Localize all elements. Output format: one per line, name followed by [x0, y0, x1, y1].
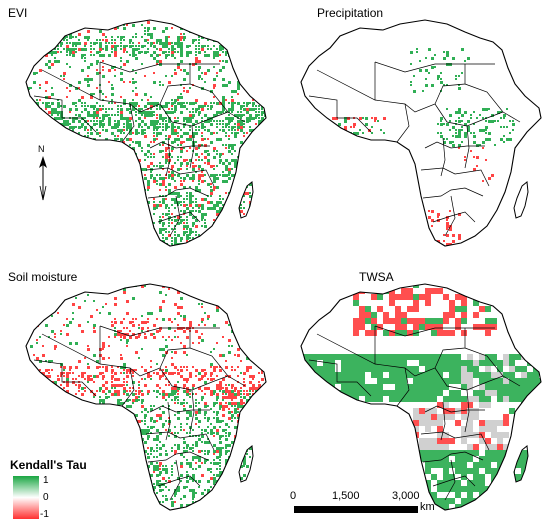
- country-border: [464, 347, 521, 387]
- country-border: [99, 61, 220, 73]
- africa-map-precipitation: [300, 19, 542, 247]
- country-border: [121, 367, 135, 407]
- country-border: [432, 211, 476, 223]
- country-border: [374, 325, 495, 337]
- north-arrow-label: N: [38, 144, 45, 154]
- madagascar-outline: [238, 445, 254, 483]
- legend-mid-label: 0: [43, 492, 49, 503]
- scale-unit: km: [420, 501, 435, 513]
- legend-color-ramp: [13, 476, 39, 519]
- trend-pixels-twsa: [301, 284, 541, 510]
- country-border: [157, 211, 201, 223]
- scale-label-0: 0: [290, 490, 297, 502]
- map-panel-soil-moisture: Soil moisture: [0, 264, 275, 528]
- country-border: [396, 103, 410, 143]
- africa-map-evi: [25, 19, 267, 247]
- country-border: [396, 367, 410, 407]
- scale-label-3000: 3,000: [392, 490, 420, 502]
- country-border: [420, 431, 490, 451]
- country-border: [145, 431, 215, 451]
- country-border: [308, 95, 372, 133]
- country-border: [165, 137, 171, 177]
- country-border: [149, 141, 210, 149]
- country-border: [464, 125, 470, 169]
- trend-pixels-evi: [26, 20, 266, 246]
- map-panel-precipitation: Precipitation: [275, 0, 550, 262]
- trend-pixels-precip: [301, 20, 541, 246]
- madagascar-outline: [238, 181, 254, 219]
- madagascar-outline: [513, 181, 529, 219]
- panel-title-twsa: TWSA: [359, 270, 394, 284]
- country-border: [121, 103, 135, 143]
- country-border: [444, 459, 456, 501]
- country-border: [33, 95, 97, 133]
- country-border: [169, 195, 181, 237]
- africa-map-soil-moisture: [25, 283, 267, 511]
- country-border: [422, 451, 484, 463]
- north-arrow-icon: [39, 156, 47, 201]
- panel-title-precipitation: Precipitation: [317, 6, 384, 20]
- country-border: [422, 187, 484, 199]
- country-border: [374, 61, 495, 73]
- legend-max-label: 1: [43, 475, 49, 486]
- map-panel-evi: EVI: [0, 0, 275, 262]
- country-border: [420, 167, 490, 187]
- country-border: [165, 401, 171, 441]
- africa-outline: [25, 19, 267, 247]
- country-border: [464, 83, 521, 123]
- country-border: [464, 389, 470, 433]
- country-border: [189, 389, 195, 433]
- legend-min-label: -1: [40, 509, 49, 520]
- madagascar-outline: [513, 445, 529, 483]
- country-border: [99, 325, 220, 337]
- country-border: [33, 359, 97, 397]
- country-border: [147, 451, 209, 463]
- country-border: [424, 405, 485, 413]
- africa-outline: [300, 283, 542, 511]
- country-border: [440, 401, 446, 441]
- country-border: [424, 141, 485, 149]
- country-border: [189, 83, 246, 123]
- country-border: [440, 137, 446, 177]
- country-border: [157, 475, 201, 487]
- map-panel-twsa: TWSA: [275, 264, 550, 528]
- scale-bar-line: [294, 506, 418, 513]
- africa-outline: [25, 283, 267, 511]
- country-border: [189, 347, 246, 387]
- scale-label-1500: 1,500: [332, 490, 360, 502]
- africa-outline: [300, 19, 542, 247]
- scale-bar: 0 1,500 3,000 km: [283, 490, 443, 520]
- kendalls-tau-legend: Kendall's Tau 1 0 -1: [10, 458, 130, 524]
- country-border: [169, 459, 181, 501]
- country-border: [432, 475, 476, 487]
- panel-title-soil-moisture: Soil moisture: [8, 270, 78, 284]
- country-border: [444, 195, 456, 237]
- country-border: [149, 405, 210, 413]
- north-arrow: N: [36, 144, 50, 201]
- africa-map-twsa: [300, 283, 542, 511]
- country-border: [147, 187, 209, 199]
- country-border: [189, 125, 195, 169]
- country-border: [308, 359, 372, 397]
- panel-title-evi: EVI: [8, 6, 28, 20]
- legend-title: Kendall's Tau: [10, 458, 87, 472]
- country-border: [145, 167, 215, 187]
